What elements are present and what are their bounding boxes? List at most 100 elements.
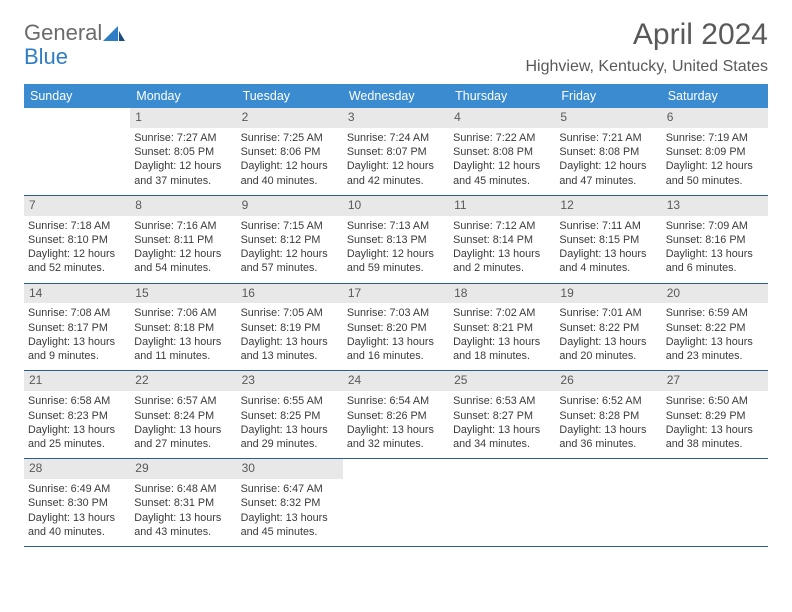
daylight-l2-text: and 37 minutes.	[134, 174, 232, 188]
sunrise-text: Sunrise: 7:19 AM	[666, 131, 764, 145]
daylight-l1-text: Daylight: 12 hours	[347, 247, 445, 261]
daylight-l2-text: and 54 minutes.	[134, 261, 232, 275]
sunset-text: Sunset: 8:22 PM	[559, 321, 657, 335]
daylight-l1-text: Daylight: 13 hours	[134, 423, 232, 437]
sunset-text: Sunset: 8:14 PM	[453, 233, 551, 247]
sunrise-text: Sunrise: 7:11 AM	[559, 219, 657, 233]
sunrise-text: Sunrise: 6:48 AM	[134, 482, 232, 496]
sunset-text: Sunset: 8:32 PM	[241, 496, 339, 510]
daylight-l1-text: Daylight: 13 hours	[241, 423, 339, 437]
daylight-l1-text: Daylight: 13 hours	[28, 335, 126, 349]
day-number: 16	[237, 284, 343, 304]
sunrise-text: Sunrise: 6:57 AM	[134, 394, 232, 408]
day-header-sat: Saturday	[662, 84, 768, 108]
day-number: 25	[449, 371, 555, 391]
calendar-cell: 12Sunrise: 7:11 AMSunset: 8:15 PMDayligh…	[555, 196, 661, 283]
sunrise-text: Sunrise: 7:08 AM	[28, 306, 126, 320]
sunrise-text: Sunrise: 7:12 AM	[453, 219, 551, 233]
calendar-cell: 30Sunrise: 6:47 AMSunset: 8:32 PMDayligh…	[237, 459, 343, 546]
sunset-text: Sunset: 8:13 PM	[347, 233, 445, 247]
day-number: 29	[130, 459, 236, 479]
header: General Blue April 2024 Highview, Kentuc…	[24, 18, 768, 82]
calendar-cell	[343, 459, 449, 546]
sunrise-text: Sunrise: 7:27 AM	[134, 131, 232, 145]
calendar-cell: 20Sunrise: 6:59 AMSunset: 8:22 PMDayligh…	[662, 284, 768, 371]
day-number: 28	[24, 459, 130, 479]
daylight-l1-text: Daylight: 13 hours	[453, 423, 551, 437]
daylight-l1-text: Daylight: 12 hours	[453, 159, 551, 173]
day-number: 26	[555, 371, 661, 391]
daylight-l2-text: and 25 minutes.	[28, 437, 126, 451]
calendar-cell: 10Sunrise: 7:13 AMSunset: 8:13 PMDayligh…	[343, 196, 449, 283]
daylight-l2-text: and 4 minutes.	[559, 261, 657, 275]
day-number: 15	[130, 284, 236, 304]
daylight-l1-text: Daylight: 12 hours	[28, 247, 126, 261]
daylight-l2-text: and 34 minutes.	[453, 437, 551, 451]
location-text: Highview, Kentucky, United States	[526, 58, 769, 76]
sunrise-text: Sunrise: 6:47 AM	[241, 482, 339, 496]
sunset-text: Sunset: 8:05 PM	[134, 145, 232, 159]
calendar-cell: 18Sunrise: 7:02 AMSunset: 8:21 PMDayligh…	[449, 284, 555, 371]
daylight-l2-text: and 20 minutes.	[559, 349, 657, 363]
page: General Blue April 2024 Highview, Kentuc…	[0, 0, 792, 559]
daylight-l1-text: Daylight: 13 hours	[559, 423, 657, 437]
sunset-text: Sunset: 8:06 PM	[241, 145, 339, 159]
sunset-text: Sunset: 8:18 PM	[134, 321, 232, 335]
title-block: April 2024 Highview, Kentucky, United St…	[526, 18, 769, 82]
day-number: 3	[343, 108, 449, 128]
calendar-cell: 1Sunrise: 7:27 AMSunset: 8:05 PMDaylight…	[130, 108, 236, 195]
calendar-cell: 22Sunrise: 6:57 AMSunset: 8:24 PMDayligh…	[130, 371, 236, 458]
sunset-text: Sunset: 8:31 PM	[134, 496, 232, 510]
day-number: 5	[555, 108, 661, 128]
sunrise-text: Sunrise: 7:25 AM	[241, 131, 339, 145]
sunset-text: Sunset: 8:17 PM	[28, 321, 126, 335]
day-number: 10	[343, 196, 449, 216]
daylight-l1-text: Daylight: 12 hours	[134, 247, 232, 261]
calendar-cell	[449, 459, 555, 546]
daylight-l2-text: and 59 minutes.	[347, 261, 445, 275]
daylight-l1-text: Daylight: 12 hours	[347, 159, 445, 173]
daylight-l1-text: Daylight: 13 hours	[347, 423, 445, 437]
sunrise-text: Sunrise: 6:58 AM	[28, 394, 126, 408]
calendar-cell: 26Sunrise: 6:52 AMSunset: 8:28 PMDayligh…	[555, 371, 661, 458]
sunset-text: Sunset: 8:15 PM	[559, 233, 657, 247]
sunset-text: Sunset: 8:12 PM	[241, 233, 339, 247]
sunrise-text: Sunrise: 7:22 AM	[453, 131, 551, 145]
sunset-text: Sunset: 8:11 PM	[134, 233, 232, 247]
day-number: 2	[237, 108, 343, 128]
sunset-text: Sunset: 8:10 PM	[28, 233, 126, 247]
sunrise-text: Sunrise: 6:54 AM	[347, 394, 445, 408]
daylight-l1-text: Daylight: 13 hours	[134, 335, 232, 349]
daylight-l2-text: and 36 minutes.	[559, 437, 657, 451]
day-number: 1	[130, 108, 236, 128]
sunset-text: Sunset: 8:08 PM	[559, 145, 657, 159]
day-number: 30	[237, 459, 343, 479]
sunset-text: Sunset: 8:21 PM	[453, 321, 551, 335]
daylight-l2-text: and 6 minutes.	[666, 261, 764, 275]
daylight-l2-text: and 18 minutes.	[453, 349, 551, 363]
sunset-text: Sunset: 8:26 PM	[347, 409, 445, 423]
calendar-cell	[662, 459, 768, 546]
sunrise-text: Sunrise: 7:01 AM	[559, 306, 657, 320]
daylight-l2-text: and 32 minutes.	[347, 437, 445, 451]
calendar-cell: 27Sunrise: 6:50 AMSunset: 8:29 PMDayligh…	[662, 371, 768, 458]
day-number: 27	[662, 371, 768, 391]
daylight-l2-text: and 11 minutes.	[134, 349, 232, 363]
calendar-cell: 5Sunrise: 7:21 AMSunset: 8:08 PMDaylight…	[555, 108, 661, 195]
daylight-l2-text: and 23 minutes.	[666, 349, 764, 363]
calendar-cell: 8Sunrise: 7:16 AMSunset: 8:11 PMDaylight…	[130, 196, 236, 283]
logo: General Blue	[24, 18, 125, 68]
daylight-l1-text: Daylight: 13 hours	[559, 335, 657, 349]
day-number: 11	[449, 196, 555, 216]
calendar-cell: 24Sunrise: 6:54 AMSunset: 8:26 PMDayligh…	[343, 371, 449, 458]
sunset-text: Sunset: 8:30 PM	[28, 496, 126, 510]
daylight-l2-text: and 43 minutes.	[134, 525, 232, 539]
day-number: 14	[24, 284, 130, 304]
daylight-l2-text: and 16 minutes.	[347, 349, 445, 363]
calendar-cell	[555, 459, 661, 546]
sunrise-text: Sunrise: 6:53 AM	[453, 394, 551, 408]
daylight-l1-text: Daylight: 13 hours	[347, 335, 445, 349]
calendar-cell: 6Sunrise: 7:19 AMSunset: 8:09 PMDaylight…	[662, 108, 768, 195]
sunset-text: Sunset: 8:07 PM	[347, 145, 445, 159]
daylight-l2-text: and 29 minutes.	[241, 437, 339, 451]
